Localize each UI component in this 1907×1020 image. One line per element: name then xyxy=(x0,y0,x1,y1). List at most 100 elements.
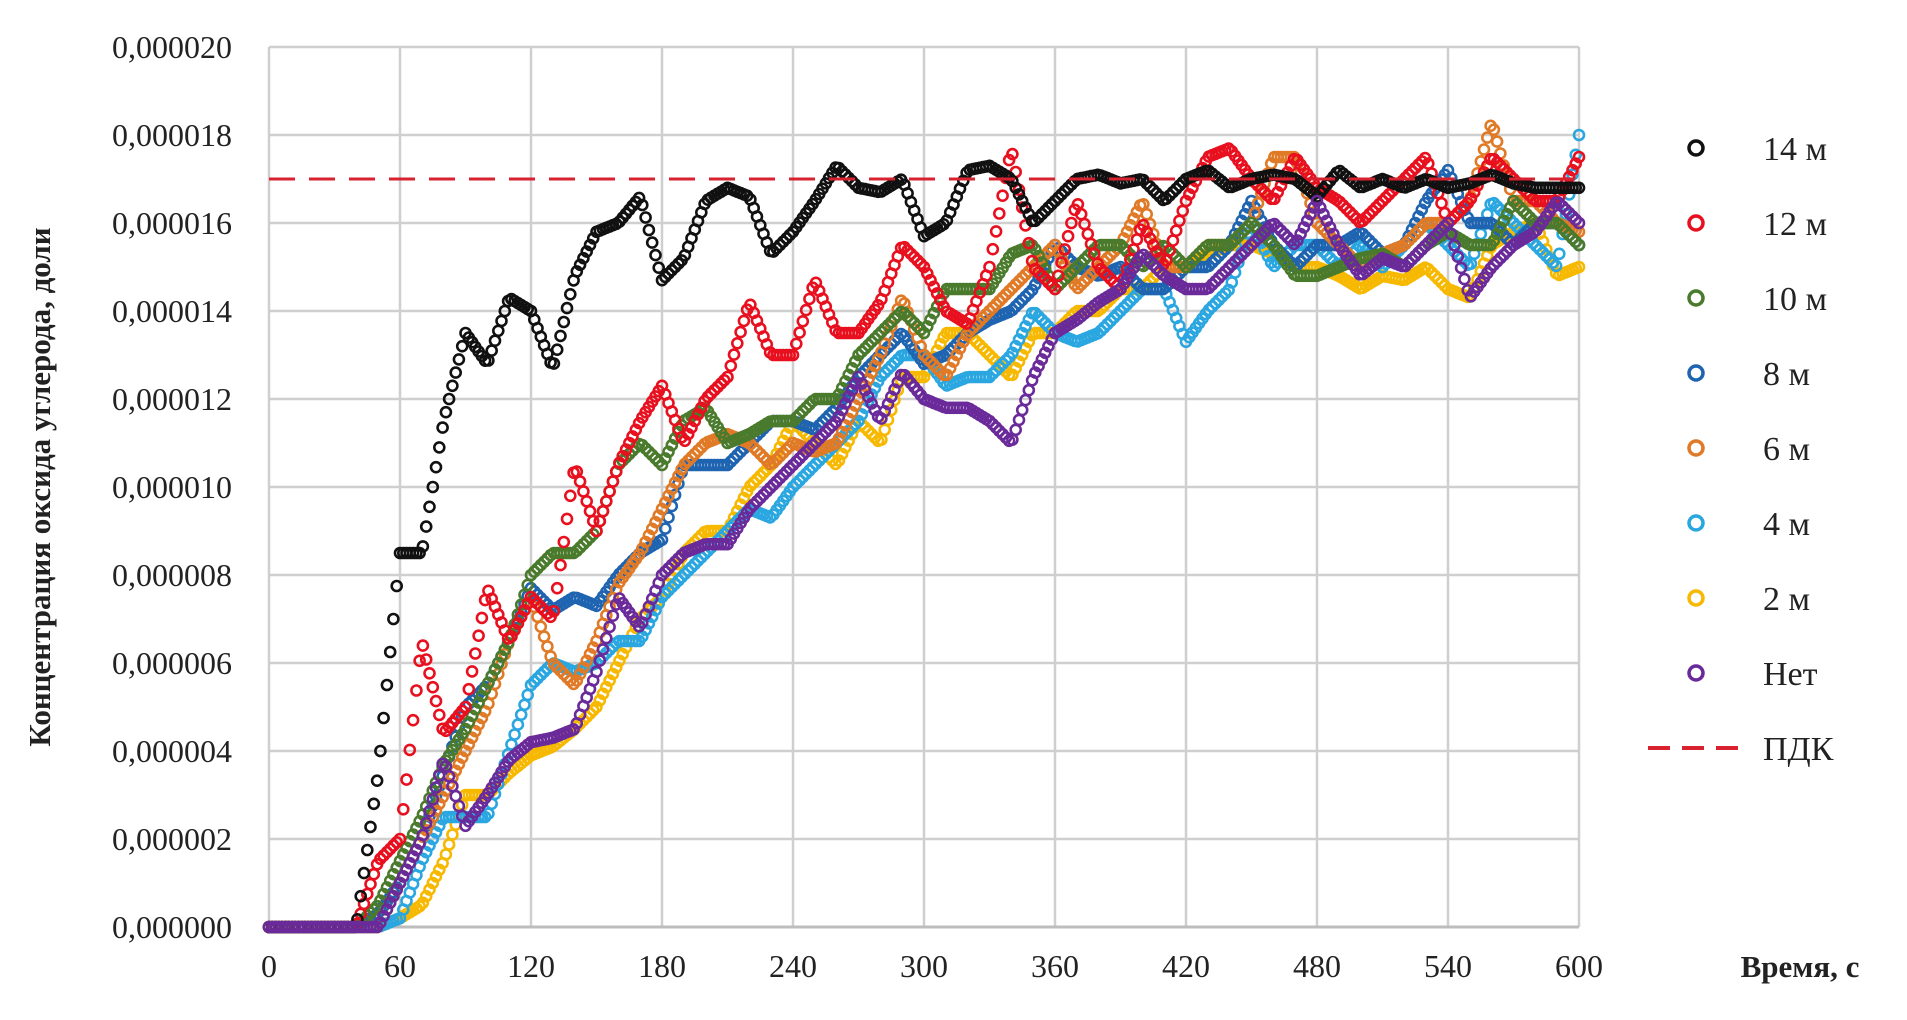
data-point xyxy=(983,348,996,362)
legend-item: 12 м xyxy=(1687,206,1827,243)
data-point xyxy=(1029,214,1042,228)
data-point xyxy=(1556,200,1569,213)
data-point xyxy=(1454,203,1468,217)
data-point xyxy=(619,443,633,456)
data-point xyxy=(1225,258,1239,272)
data-point xyxy=(1006,147,1019,161)
data-point xyxy=(970,335,983,349)
data-point xyxy=(789,337,803,351)
data-point xyxy=(1549,259,1563,273)
y-tick-label: 0,000012 xyxy=(112,381,232,417)
data-point xyxy=(917,260,931,274)
data-point xyxy=(531,672,544,685)
data-point xyxy=(645,236,659,249)
data-point xyxy=(1150,261,1163,275)
data-point xyxy=(658,496,672,509)
data-point xyxy=(721,458,734,472)
data-point xyxy=(930,287,944,300)
data-point xyxy=(1431,272,1445,286)
data-point xyxy=(1078,252,1091,266)
data-point xyxy=(1500,207,1514,221)
data-point xyxy=(1143,180,1157,193)
data-point xyxy=(616,449,630,463)
data-point xyxy=(1052,191,1065,204)
data-point xyxy=(852,370,865,384)
data-point xyxy=(478,810,492,824)
data-point xyxy=(793,474,806,487)
data-point xyxy=(652,455,666,469)
data-point xyxy=(996,427,1009,441)
data-point xyxy=(665,580,679,594)
data-point xyxy=(1202,281,1216,295)
data-point xyxy=(1294,227,1307,241)
data-point xyxy=(803,442,816,455)
data-point xyxy=(383,645,397,659)
data-point xyxy=(1405,231,1419,244)
data-point xyxy=(452,757,466,771)
data-point xyxy=(920,320,934,333)
data-point xyxy=(514,708,528,722)
data-point xyxy=(606,475,620,488)
data-point xyxy=(658,270,672,284)
legend-label: 10 м xyxy=(1763,281,1827,318)
x-tick-label: 0 xyxy=(261,948,277,984)
data-point xyxy=(1291,234,1304,247)
data-point xyxy=(596,643,610,656)
data-point xyxy=(1015,326,1029,340)
data-point xyxy=(1032,359,1045,373)
data-point xyxy=(662,489,675,503)
data-point xyxy=(1009,181,1023,195)
data-point xyxy=(940,368,954,382)
data-point xyxy=(1160,240,1173,254)
data-point xyxy=(455,751,469,764)
data-point xyxy=(577,661,590,674)
data-point xyxy=(416,896,430,910)
data-point xyxy=(734,325,747,339)
data-point xyxy=(1448,239,1461,252)
data-point xyxy=(455,339,469,353)
data-point xyxy=(639,442,652,455)
data-point xyxy=(603,643,616,657)
data-point xyxy=(796,448,810,462)
data-point xyxy=(871,328,885,342)
data-point xyxy=(1147,183,1160,197)
data-point xyxy=(642,223,656,237)
data-point xyxy=(1372,198,1386,211)
data-point xyxy=(527,593,541,607)
data-point xyxy=(1038,272,1052,286)
data-point xyxy=(563,489,577,503)
data-point xyxy=(983,414,996,428)
data-point xyxy=(1166,234,1180,247)
data-point xyxy=(554,558,567,572)
data-point xyxy=(511,617,525,630)
data-point xyxy=(767,478,780,492)
data-point xyxy=(1487,196,1501,210)
data-point xyxy=(924,355,937,368)
data-point xyxy=(753,447,767,461)
data-point xyxy=(1029,306,1042,320)
data-point xyxy=(927,306,941,320)
data-point xyxy=(727,348,741,361)
data-point xyxy=(1019,201,1032,214)
data-point xyxy=(861,338,875,352)
data-point xyxy=(1409,249,1422,263)
data-point xyxy=(920,267,934,280)
data-point xyxy=(635,198,649,212)
data-point xyxy=(868,359,882,373)
data-point xyxy=(400,863,413,877)
data-point xyxy=(724,455,738,469)
data-point xyxy=(534,558,548,572)
data-point xyxy=(357,866,371,880)
data-point xyxy=(780,465,793,478)
data-point xyxy=(1369,201,1383,214)
data-point xyxy=(1150,245,1163,258)
data-point xyxy=(747,498,761,511)
data-point xyxy=(665,438,679,452)
x-tick-label: 540 xyxy=(1424,948,1472,984)
data-point xyxy=(1382,188,1396,201)
data-point xyxy=(1415,243,1429,256)
data-point xyxy=(1166,185,1180,199)
data-point xyxy=(1490,227,1504,241)
data-point xyxy=(649,515,662,529)
data-point xyxy=(694,401,708,415)
